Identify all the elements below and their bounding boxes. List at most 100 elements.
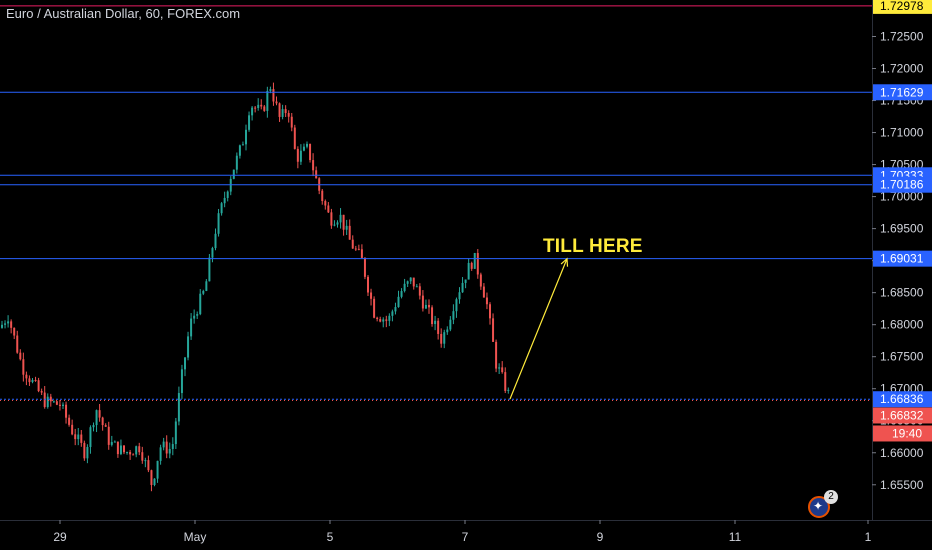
- price-tick-label: 1.67500: [880, 350, 924, 364]
- candle-body-up: [299, 150, 302, 162]
- candle-body-down: [16, 335, 19, 353]
- candle-body-down: [123, 445, 125, 453]
- price-level-tag: [873, 0, 932, 14]
- candle-body-down: [263, 106, 266, 111]
- candle-body-up: [193, 315, 196, 319]
- candle-body-down: [373, 298, 376, 318]
- candle-body-down: [504, 372, 507, 391]
- candle-body-down: [309, 143, 312, 161]
- candle-body-up: [394, 307, 397, 312]
- candle-body-down: [370, 292, 373, 299]
- candle-body-up: [406, 281, 409, 284]
- candle-body-up: [281, 109, 284, 117]
- candle-body-up: [306, 143, 308, 147]
- time-tick-label: 1: [865, 530, 872, 544]
- candle-body-down: [428, 304, 430, 308]
- candle-body-up: [92, 425, 95, 428]
- candle-body-up: [226, 191, 229, 198]
- events-badge[interactable]: ✦ 2: [808, 490, 838, 518]
- candle-body-up: [333, 224, 336, 226]
- candle-body-down: [25, 374, 28, 379]
- candle-body-up: [241, 144, 244, 146]
- candle-body-down: [495, 341, 498, 369]
- candle-body-up: [339, 214, 342, 223]
- time-tick-label: 9: [597, 530, 604, 544]
- candle-body-down: [254, 107, 257, 109]
- time-tick-label: 11: [729, 530, 742, 544]
- candle-body-up: [473, 253, 476, 269]
- candle-body-down: [22, 359, 25, 375]
- candle-body-up: [251, 107, 254, 116]
- price-level-label: 1.71629: [880, 85, 924, 99]
- candle-body-down: [360, 249, 363, 258]
- candle-body-up: [443, 332, 446, 344]
- candle-body-down: [482, 286, 485, 298]
- candle-body-down: [501, 367, 504, 373]
- price-level-label: 1.70186: [880, 178, 924, 192]
- price-level-tag: [873, 391, 932, 408]
- candle-body-up: [52, 401, 55, 403]
- candle-body-down: [412, 277, 415, 287]
- candle-body-down: [278, 103, 281, 117]
- candle-body-down: [296, 148, 299, 162]
- candle-body-up: [458, 292, 461, 300]
- candle-body-down: [43, 392, 46, 407]
- candle-body-up: [162, 441, 165, 448]
- candle-body-up: [409, 277, 412, 282]
- price-labels-layer: 1.729781.716291.703331.701861.690311.668…: [873, 0, 932, 442]
- candle-body-down: [71, 424, 74, 435]
- candle-body-up: [174, 421, 177, 445]
- candle-body-down: [379, 319, 382, 322]
- candle-body-down: [49, 396, 52, 402]
- candle-body-up: [229, 178, 232, 192]
- candle-body-down: [437, 320, 440, 334]
- candle-body-up: [4, 323, 7, 325]
- candle-body-down: [34, 379, 37, 381]
- candle-body-down: [13, 327, 16, 336]
- candle-body-down: [19, 352, 22, 360]
- candle-body-down: [315, 170, 318, 179]
- candle-body-up: [31, 379, 34, 383]
- time-tick-label: 5: [327, 530, 334, 544]
- candle-body-down: [272, 89, 275, 102]
- candle-body-up: [110, 442, 113, 445]
- candle-body-up: [248, 115, 251, 130]
- candle-body-down: [476, 253, 479, 275]
- candle-body-up: [187, 336, 190, 358]
- candle-body-up: [269, 89, 272, 91]
- candle-body-down: [342, 214, 345, 230]
- price-tick-label: 1.72000: [880, 62, 924, 76]
- candle-body-up: [498, 367, 501, 369]
- candle-body-up: [1, 324, 3, 328]
- candle-body-up: [391, 311, 394, 316]
- candle-body-up: [388, 315, 391, 321]
- candle-body-up: [89, 427, 92, 447]
- candle-body-up: [184, 357, 186, 370]
- candle-body-up: [211, 248, 214, 258]
- candle-body-down: [104, 425, 107, 427]
- candle-body-down: [290, 116, 293, 128]
- candle-body-down: [421, 295, 424, 309]
- candle-body-down: [74, 434, 77, 440]
- arrow-layer: [509, 257, 569, 400]
- till-here-annotation[interactable]: TILL HERE: [543, 236, 643, 257]
- candle-body-up: [119, 445, 122, 455]
- candle-body-up: [190, 318, 193, 337]
- countdown-label: 19:40: [892, 426, 922, 440]
- price-level-label: 1.72978: [880, 0, 924, 13]
- time-tick-label: 29: [53, 530, 67, 544]
- candle-body-down: [324, 201, 327, 206]
- candle-body-up: [180, 369, 183, 394]
- price-tick-label: 1.71000: [880, 126, 924, 140]
- candle-body-up: [461, 282, 464, 293]
- time-axis[interactable]: 29 May 5 7 9 11 1: [0, 520, 932, 544]
- candle-body-up: [455, 299, 458, 312]
- candle-body-down: [150, 470, 153, 485]
- candle-body-up: [452, 311, 455, 320]
- candle-body-up: [113, 441, 116, 443]
- candle-body-down: [132, 454, 135, 456]
- candle-body-up: [159, 447, 162, 461]
- candle-body-down: [165, 441, 168, 454]
- price-level-tag: [873, 407, 932, 424]
